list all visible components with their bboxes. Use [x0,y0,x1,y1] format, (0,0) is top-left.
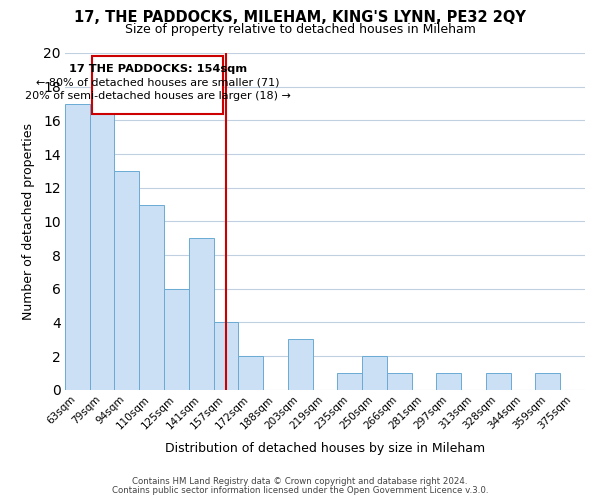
Bar [362,356,387,390]
Text: 20% of semi-detached houses are larger (18) →: 20% of semi-detached houses are larger (… [25,91,291,101]
Bar [214,322,238,390]
Text: Size of property relative to detached houses in Mileham: Size of property relative to detached ho… [125,22,475,36]
Bar [115,171,139,390]
Text: 17, THE PADDOCKS, MILEHAM, KING'S LYNN, PE32 2QY: 17, THE PADDOCKS, MILEHAM, KING'S LYNN, … [74,10,526,25]
Bar [387,373,412,390]
Bar [238,356,263,390]
Bar [486,373,511,390]
Bar [337,373,362,390]
Bar [436,373,461,390]
Bar [65,104,89,390]
Text: Contains public sector information licensed under the Open Government Licence v.: Contains public sector information licen… [112,486,488,495]
Bar [288,340,313,390]
X-axis label: Distribution of detached houses by size in Mileham: Distribution of detached houses by size … [165,442,485,455]
Y-axis label: Number of detached properties: Number of detached properties [22,123,35,320]
Text: Contains HM Land Registry data © Crown copyright and database right 2024.: Contains HM Land Registry data © Crown c… [132,477,468,486]
Bar [164,289,189,390]
Bar [535,373,560,390]
Text: ← 80% of detached houses are smaller (71): ← 80% of detached houses are smaller (71… [36,78,280,88]
Bar [189,238,214,390]
Bar [139,204,164,390]
FancyBboxPatch shape [92,56,223,114]
Bar [89,104,115,390]
Text: 17 THE PADDOCKS: 154sqm: 17 THE PADDOCKS: 154sqm [69,64,247,74]
